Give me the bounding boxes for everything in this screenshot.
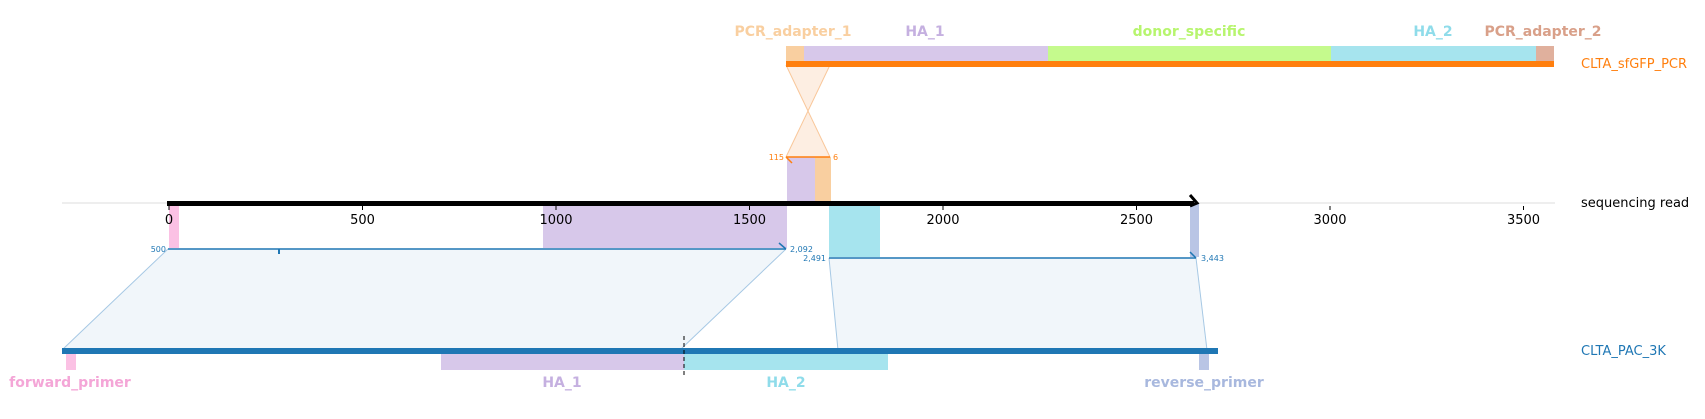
bottom-alignment-band-2 (829, 258, 1207, 350)
top-feature-ha-1 (804, 46, 1048, 61)
top-label-pcr-adapter-1: PCR_adapter_1 (734, 24, 851, 40)
bottom-alignment-2-end-label: 3,443 (1201, 254, 1224, 263)
bottom-target-bar (62, 348, 1218, 354)
axis-tick-label: 2000 (926, 213, 959, 228)
ref-feature-reverse-primer (1190, 203, 1199, 257)
reference-name: sequencing read (1581, 196, 1689, 211)
bottom-band-1-left-edge (61, 248, 169, 351)
top-alignment-right-label: 6 (833, 153, 838, 162)
bottom-bracket-1-arrow (778, 242, 787, 250)
reference-ticks: 0 500 1000 1500 2000 2500 3000 3500 (165, 206, 1540, 228)
bottom-band-2-left-edge (828, 257, 839, 351)
bottom-label-ha-1: HA_1 (542, 375, 581, 391)
top-alignment-edge-2 (785, 64, 831, 158)
axis-tick-label: 3000 (1313, 213, 1346, 228)
axis-tick-label: 2500 (1120, 213, 1153, 228)
axis-tick-label: 1000 (539, 213, 572, 228)
top-aligned-ha-1-block (787, 157, 815, 201)
top-target-name: CLTA_sfGFP_PCR (1581, 57, 1687, 72)
ref-feature-ha-1 (543, 203, 787, 248)
bottom-band-1-right-edge (679, 248, 787, 351)
bottom-alignment-2-start-label: 2,491 (803, 254, 826, 263)
bottom-bracket-2-arrow (1189, 251, 1197, 259)
top-label-pcr-adapter-2: PCR_adapter_2 (1484, 24, 1601, 40)
top-label-ha-1: HA_1 (905, 24, 944, 40)
top-target-bar (786, 61, 1554, 67)
axis-tick-label: 500 (350, 213, 375, 228)
bottom-alignment-1-end-label: 2,092 (790, 245, 813, 254)
reference-arrow (1188, 194, 1200, 208)
bottom-label-forward-primer: forward_primer (9, 375, 131, 391)
bottom-feature-ha-2 (684, 354, 888, 370)
bottom-target-name: CLTA_PAC_3K (1581, 344, 1666, 359)
bottom-alignment-1-start-label: 500 (151, 245, 166, 254)
top-alignment-left-label: 115 (769, 153, 784, 162)
top-feature-donor-specific (1048, 46, 1331, 61)
reference-bar (167, 201, 1194, 206)
axis-tick-label: 3500 (1507, 213, 1540, 228)
bottom-feature-forward-primer (66, 354, 76, 370)
top-aligned-adapter-block (815, 157, 831, 201)
reference-group: 0 500 1000 1500 2000 2500 3000 3500 sequencing … (165, 194, 1689, 257)
top-aligned-arrow-tick (785, 156, 793, 164)
top-feature-ha-2 (1331, 46, 1536, 61)
axis-tick-label: 0 (165, 213, 173, 228)
top-label-ha-2: HA_2 (1413, 24, 1452, 40)
top-feature-pcr-adapter-2 (1536, 46, 1554, 61)
bottom-target-group: 500 2,092 2,491 3,443 forward_primer HA_… (9, 242, 1666, 391)
top-target-group: PCR_adapter_1 HA_1 donor_specific HA_2 P… (734, 24, 1687, 201)
bottom-alignment-band-1 (62, 249, 786, 350)
ref-feature-forward-primer (169, 203, 179, 248)
bottom-feature-ha-1 (441, 354, 684, 370)
axis-tick-label: 1500 (733, 213, 766, 228)
bottom-label-ha-2: HA_2 (766, 375, 805, 391)
bottom-label-reverse-primer: reverse_primer (1144, 375, 1264, 391)
bottom-band-2-right-edge (1195, 257, 1208, 351)
top-label-donor-specific: donor_specific (1133, 24, 1246, 40)
ref-feature-ha-2 (829, 203, 880, 257)
top-feature-pcr-adapter-1 (786, 46, 804, 61)
bottom-feature-reverse-primer (1199, 354, 1209, 370)
